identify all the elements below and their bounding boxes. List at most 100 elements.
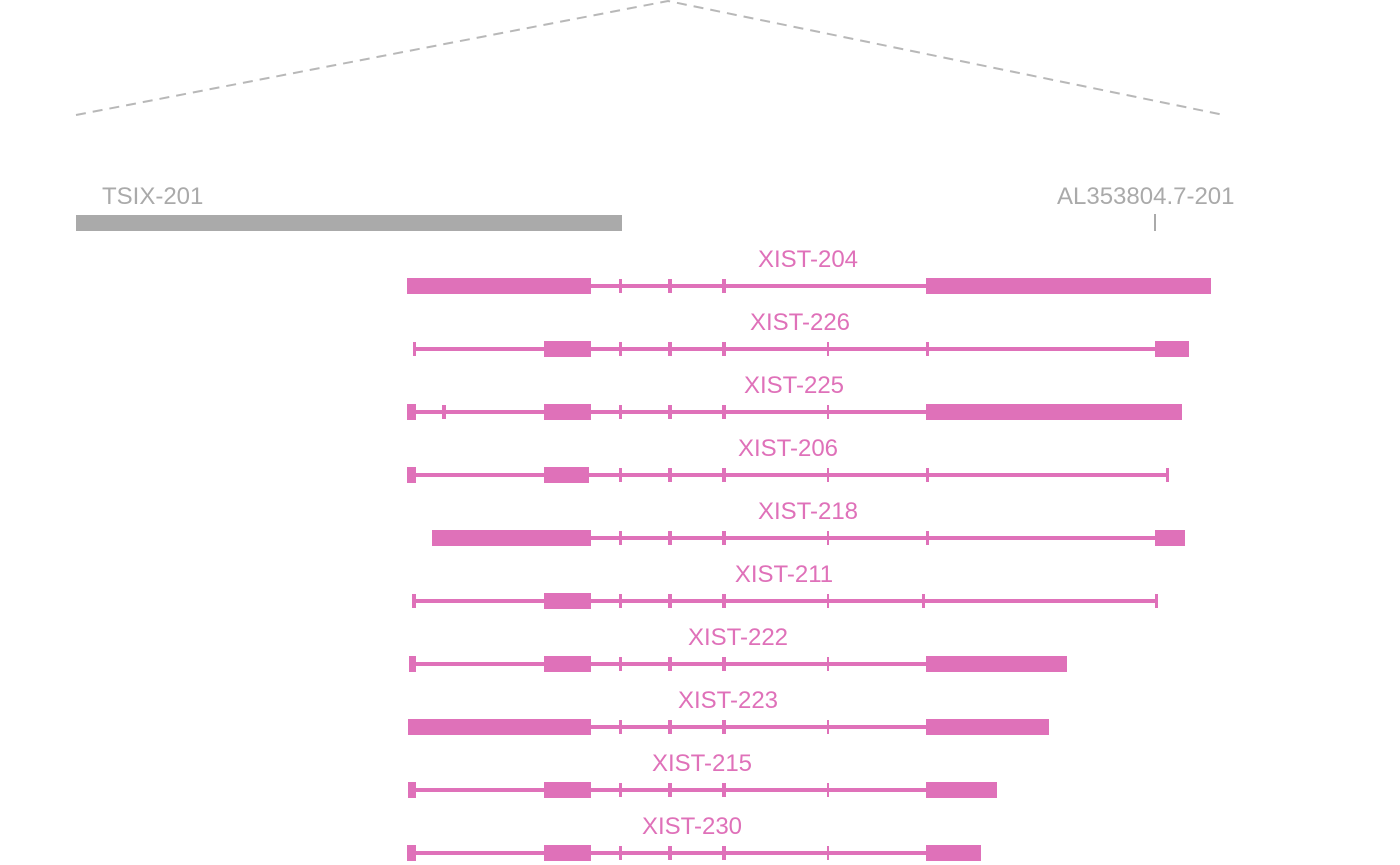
transcript-exon-tick xyxy=(827,783,829,797)
zoom-guide-lines xyxy=(75,0,1225,116)
transcript-exon xyxy=(926,278,1211,294)
transcript-exon xyxy=(544,782,591,798)
transcript-exon-tick xyxy=(1155,594,1158,608)
transcript-xist-215[interactable]: XIST-215 xyxy=(408,750,997,798)
transcript-exon-tick xyxy=(668,783,672,797)
transcript-exon-tick xyxy=(926,468,929,482)
transcript-exon-tick xyxy=(722,468,726,482)
transcript-exon xyxy=(926,782,997,798)
transcript-exon-tick xyxy=(722,342,726,356)
transcript-exon-tick xyxy=(827,342,829,356)
context-gene-bar xyxy=(76,215,622,231)
transcript-exon-tick xyxy=(619,657,622,671)
transcript-exon xyxy=(926,404,1182,420)
transcript-exon xyxy=(408,782,416,798)
transcript-exon xyxy=(544,404,591,420)
transcript-intron-line xyxy=(407,410,1182,414)
transcript-exon xyxy=(407,278,591,294)
transcript-exon xyxy=(407,467,416,483)
context-gene-tsix-201[interactable]: TSIX-201 xyxy=(76,183,622,231)
transcript-label: XIST-225 xyxy=(744,372,844,399)
transcript-xist-222[interactable]: XIST-222 xyxy=(409,624,1067,672)
transcript-exon-tick xyxy=(619,468,622,482)
transcript-label: XIST-226 xyxy=(750,309,850,336)
transcript-exon xyxy=(1155,530,1185,546)
transcript-exon-tick xyxy=(619,342,622,356)
transcript-label: XIST-204 xyxy=(758,246,858,273)
transcript-exon-tick xyxy=(668,279,672,293)
transcript-exon xyxy=(544,467,589,483)
context-gene-label: TSIX-201 xyxy=(102,183,203,210)
transcript-exon-tick xyxy=(668,405,672,419)
transcript-exon-tick xyxy=(619,279,622,293)
transcript-intron-line xyxy=(407,284,1211,288)
transcript-exon xyxy=(544,656,591,672)
transcript-exon-tick xyxy=(619,405,622,419)
transcript-intron-line xyxy=(407,851,981,855)
transcript-exon-tick xyxy=(722,846,726,860)
transcript-exon-tick xyxy=(722,720,726,734)
transcript-intron-line xyxy=(407,473,1169,477)
transcript-exon-tick xyxy=(827,531,829,545)
transcript-exon-tick xyxy=(827,468,829,482)
transcript-label: XIST-211 xyxy=(735,561,833,588)
transcript-label: XIST-215 xyxy=(652,750,752,777)
transcript-xist-204[interactable]: XIST-204 xyxy=(407,246,1211,294)
transcript-exon xyxy=(544,341,591,357)
transcript-exon xyxy=(408,719,591,735)
transcript-exon-tick xyxy=(827,405,829,419)
transcript-exon-tick xyxy=(722,531,726,545)
context-gene-al353804-7-201[interactable]: AL353804.7-201 xyxy=(1057,183,1235,231)
transcript-exon-tick xyxy=(412,594,416,608)
context-gene-bar xyxy=(1154,214,1156,231)
transcript-intron-line xyxy=(432,536,1185,540)
transcript-exon xyxy=(544,845,591,861)
transcript-exon-tick xyxy=(668,342,672,356)
transcript-xist-226[interactable]: XIST-226 xyxy=(413,309,1189,357)
transcript-track: XIST-204 XIST-226 XIST-225 XIST-206 XIST-218… xyxy=(407,246,1211,861)
transcript-label: XIST-230 xyxy=(642,813,742,840)
context-gene-label: AL353804.7-201 xyxy=(1057,183,1235,210)
transcript-intron-line xyxy=(414,347,1189,351)
transcript-exon xyxy=(432,530,591,546)
transcript-exon-tick xyxy=(619,531,622,545)
transcript-exon-tick xyxy=(722,594,726,608)
transcript-exon-tick xyxy=(668,657,672,671)
transcript-exon-tick xyxy=(668,846,672,860)
transcript-intron-line xyxy=(408,788,997,792)
transcript-exon xyxy=(407,845,416,861)
transcript-exon-tick xyxy=(827,720,829,734)
transcript-xist-225[interactable]: XIST-225 xyxy=(407,372,1182,420)
transcript-exon-tick xyxy=(413,342,416,356)
transcript-exon-tick xyxy=(619,846,622,860)
transcript-xist-211[interactable]: XIST-211 xyxy=(412,561,1158,609)
transcript-exon-tick xyxy=(922,594,925,608)
transcript-exon-tick xyxy=(926,531,929,545)
transcript-intron-line xyxy=(412,599,1158,603)
transcript-exon-tick xyxy=(926,342,929,356)
transcript-exon-tick xyxy=(619,720,622,734)
transcript-intron-line xyxy=(409,662,1067,666)
transcript-exon xyxy=(1155,341,1189,357)
transcript-exon xyxy=(409,656,416,672)
transcript-exon-tick xyxy=(1166,468,1169,482)
transcript-label: XIST-218 xyxy=(758,498,858,525)
transcript-exon-tick xyxy=(668,531,672,545)
transcript-exon-tick xyxy=(722,657,726,671)
transcript-xist-206[interactable]: XIST-206 xyxy=(407,435,1169,483)
transcript-exon xyxy=(544,593,591,609)
transcript-exon-tick xyxy=(827,846,829,860)
transcript-exon-tick xyxy=(619,783,622,797)
transcript-exon xyxy=(926,845,981,861)
transcript-exon-tick xyxy=(619,594,622,608)
transcript-exon-tick xyxy=(442,405,446,419)
transcript-label: XIST-206 xyxy=(738,435,838,462)
transcript-exon-tick xyxy=(722,783,726,797)
transcript-label: XIST-223 xyxy=(678,687,778,714)
transcript-xist-218[interactable]: XIST-218 xyxy=(432,498,1185,546)
transcript-xist-230[interactable]: XIST-230 xyxy=(407,813,981,861)
transcript-intron-line xyxy=(408,725,1049,729)
transcript-xist-223[interactable]: XIST-223 xyxy=(408,687,1049,735)
transcript-exon xyxy=(407,404,416,420)
